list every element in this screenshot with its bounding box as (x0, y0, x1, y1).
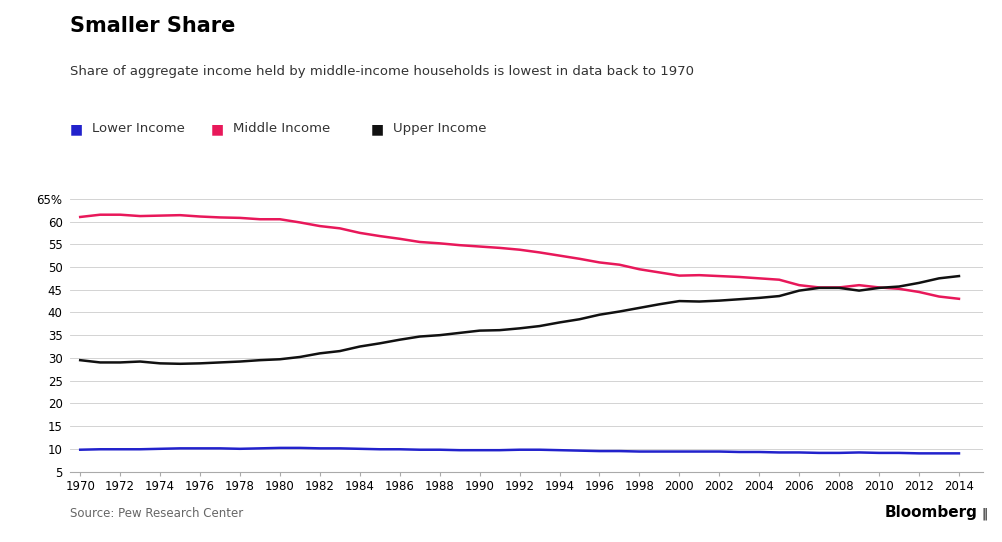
Text: Middle Income: Middle Income (232, 122, 330, 135)
Text: Bloomberg: Bloomberg (884, 505, 977, 520)
Text: ■: ■ (70, 122, 83, 136)
Text: Share of aggregate income held by middle-income households is lowest in data bac: Share of aggregate income held by middle… (70, 65, 693, 78)
Text: ■: ■ (371, 122, 384, 136)
Text: Smaller Share: Smaller Share (70, 16, 235, 36)
Text: ‖: ‖ (980, 507, 986, 520)
Text: ■: ■ (210, 122, 223, 136)
Text: Upper Income: Upper Income (393, 122, 486, 135)
Text: Source: Pew Research Center: Source: Pew Research Center (70, 507, 243, 520)
Text: Lower Income: Lower Income (92, 122, 185, 135)
